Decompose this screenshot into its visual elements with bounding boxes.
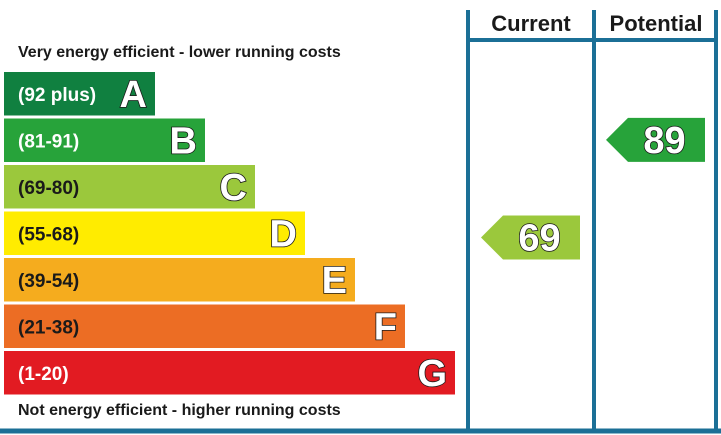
bottom-caption: Not energy efficient - higher running co… xyxy=(18,402,341,419)
band-g: (1-20) G xyxy=(4,351,455,396)
potential-column-header: Potential xyxy=(610,11,703,36)
current-rating-arrow xyxy=(481,215,580,260)
band-f: (21-38) F xyxy=(4,304,405,349)
band-bar-e xyxy=(4,258,355,302)
band-bar-c xyxy=(4,165,255,209)
band-e: (39-54) E xyxy=(4,258,355,303)
top-caption: Very energy efficient - lower running co… xyxy=(18,44,341,61)
potential-rating-value: 89 xyxy=(643,120,685,162)
current-rating-marker: 69 xyxy=(481,215,580,260)
rating-markers: 69 89 xyxy=(481,117,705,260)
chart-frame xyxy=(0,10,721,434)
band-letter: G xyxy=(417,353,447,395)
band-letter: D xyxy=(270,213,297,255)
band-bar-f xyxy=(4,304,405,348)
current-column-header: Current xyxy=(491,11,571,36)
band-b: (81-91) B xyxy=(4,118,205,163)
band-letter: C xyxy=(220,167,247,209)
rating-bands: (92 plus) A(81-91) B(69-80) C(55-68) D(39-54… xyxy=(4,72,455,396)
band-bar-g xyxy=(4,351,455,395)
band-range-label: (69-80) xyxy=(18,178,79,199)
band-range-label: (81-91) xyxy=(18,131,79,152)
band-range-label: (21-38) xyxy=(18,317,79,338)
band-letter: E xyxy=(322,260,347,302)
band-range-label: (92 plus) xyxy=(18,85,96,106)
band-bar-a xyxy=(4,72,155,116)
band-letter: F xyxy=(374,306,397,348)
potential-rating-marker: 89 xyxy=(606,117,705,163)
band-letter: B xyxy=(170,120,197,162)
band-range-label: (39-54) xyxy=(18,271,79,292)
band-range-label: (1-20) xyxy=(18,364,69,385)
band-c: (69-80) C xyxy=(4,165,255,210)
band-bar-d xyxy=(4,211,305,255)
band-bar-b xyxy=(4,118,205,162)
band-letter: A xyxy=(120,74,147,116)
band-d: (55-68) D xyxy=(4,211,305,256)
band-range-label: (55-68) xyxy=(18,224,79,245)
current-rating-value: 69 xyxy=(518,218,560,260)
band-a: (92 plus) A xyxy=(4,72,155,117)
potential-rating-arrow xyxy=(606,117,705,162)
